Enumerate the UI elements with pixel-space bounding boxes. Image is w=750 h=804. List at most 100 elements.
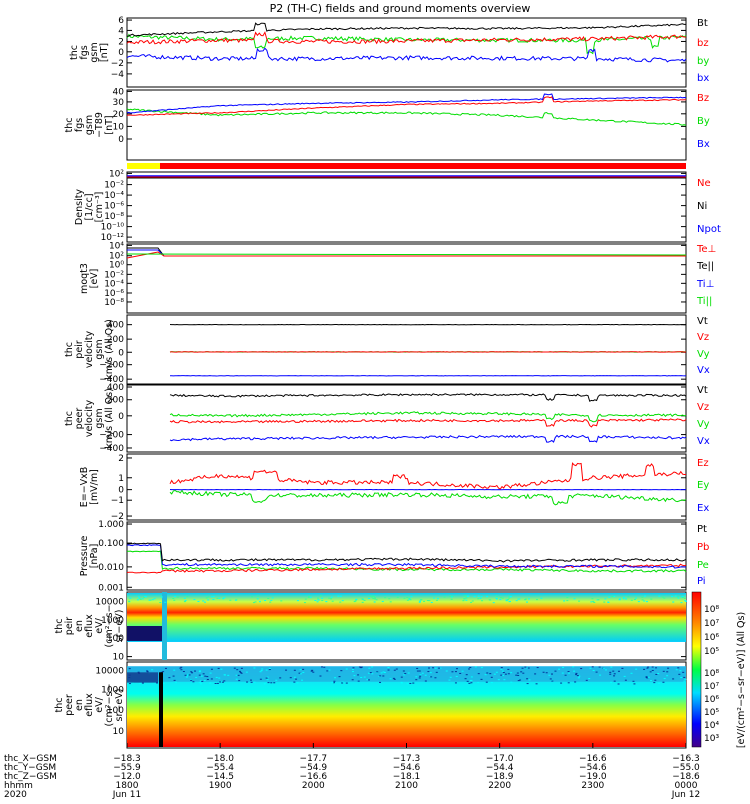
spectrogram-pixel bbox=[486, 596, 488, 597]
spectrogram-pixel bbox=[614, 673, 616, 674]
y-tick-label: 1.000 bbox=[98, 520, 124, 530]
spectrogram-pixel bbox=[524, 667, 526, 668]
legend-Npot: Npot bbox=[697, 224, 721, 235]
spectrogram-pixel bbox=[362, 602, 364, 603]
spectrogram-pixel bbox=[272, 597, 274, 598]
spectrogram-pixel bbox=[146, 670, 148, 671]
spectrogram-pixel bbox=[517, 675, 519, 676]
spectrogram-pixel bbox=[560, 683, 562, 684]
colorbar-gradient bbox=[692, 592, 701, 747]
spectrogram-pixel bbox=[368, 673, 370, 674]
spectrogram-pixel bbox=[175, 682, 177, 683]
spectrogram-pixel bbox=[207, 597, 209, 598]
spectrogram-pixel bbox=[353, 675, 355, 676]
spectrogram-pixel bbox=[222, 682, 224, 683]
spectrogram-pixel bbox=[519, 680, 521, 681]
spectrogram-pixel bbox=[340, 596, 342, 597]
legend-Vx: Vx bbox=[697, 436, 710, 447]
spectrogram-pixel bbox=[509, 601, 511, 602]
spectrogram-pixel bbox=[465, 600, 467, 601]
legend-Ex: Ex bbox=[697, 503, 709, 514]
spectrogram-pixel bbox=[128, 601, 130, 602]
spectrogram-pixel bbox=[308, 597, 310, 598]
spectrogram-pixel bbox=[191, 672, 193, 673]
spectrogram-pixel bbox=[499, 599, 501, 600]
spectrogram-pixel bbox=[618, 671, 620, 672]
colorbar: 10⁸10⁷10⁶10⁵10⁸10⁷10⁶10⁵10⁴10³[eV/(cm²−s… bbox=[692, 592, 747, 748]
spectrogram-pixel bbox=[646, 668, 648, 669]
spectrogram-pixel bbox=[597, 599, 599, 600]
spectrogram-pixel bbox=[520, 671, 522, 672]
spectrogram-pixel bbox=[164, 602, 166, 603]
spectrogram-pixel bbox=[317, 601, 319, 602]
spectrogram-pixel bbox=[486, 682, 488, 683]
spectrogram-pixel bbox=[254, 601, 256, 602]
spectrogram-pixel bbox=[193, 599, 195, 600]
spectrogram-pixel bbox=[470, 680, 472, 681]
spectrogram-pixel bbox=[227, 675, 229, 676]
spectrogram-pixel bbox=[435, 668, 437, 669]
y-tick-label: 10⁻⁴ bbox=[104, 191, 124, 201]
y-tick-label: −2 bbox=[111, 59, 124, 69]
spectrogram-pixel bbox=[596, 672, 598, 673]
spectrogram-pixel bbox=[603, 602, 605, 603]
legend-bx: bx bbox=[697, 73, 709, 84]
spectrogram-pixel bbox=[201, 676, 203, 677]
spectrogram-pixel bbox=[611, 596, 613, 597]
panel-frame bbox=[127, 315, 686, 384]
spectrogram-pixel bbox=[294, 677, 296, 678]
series-Ti-par bbox=[127, 254, 686, 255]
spectrogram-pixel bbox=[543, 672, 545, 673]
spectrogram-pixel bbox=[526, 678, 528, 679]
spectrogram-pixel bbox=[372, 596, 374, 597]
legend-Ni: Ni bbox=[697, 201, 707, 212]
y-tick-label: 0 bbox=[118, 412, 124, 422]
spectrogram-pixel bbox=[427, 671, 429, 672]
spectrogram-pixel bbox=[449, 596, 451, 597]
spectrogram-pixel bbox=[275, 680, 277, 681]
spectrogram-pixel bbox=[420, 599, 422, 600]
y-axis-label: [eV] bbox=[89, 269, 100, 289]
spectrogram-pixel bbox=[528, 598, 530, 599]
spectrogram-pixel bbox=[430, 672, 432, 673]
legend-Ez: Ez bbox=[697, 458, 709, 469]
spectrogram-pixel bbox=[491, 677, 493, 678]
y-tick-label: 0.001 bbox=[98, 583, 124, 593]
spectrogram-pixel bbox=[419, 671, 421, 672]
spectrogram-pixel bbox=[185, 675, 187, 676]
spectrogram-pixel bbox=[194, 671, 196, 672]
spectrogram-pixel bbox=[223, 680, 225, 681]
spectrogram-pixel bbox=[474, 596, 476, 597]
spectrogram-pixel bbox=[667, 668, 669, 669]
spectrogram-pixel bbox=[465, 598, 467, 599]
spectrogram-pixel bbox=[412, 683, 414, 684]
spectrogram-pixel bbox=[269, 602, 271, 603]
spectrogram-pixel bbox=[390, 601, 392, 602]
spectrogram-pixel bbox=[467, 596, 469, 597]
spectrogram-pixel bbox=[683, 677, 685, 678]
spectrogram-pixel bbox=[334, 677, 336, 678]
spectrogram-pixel bbox=[384, 597, 386, 598]
spectrogram-pixel bbox=[340, 670, 342, 671]
spectrogram-pixel bbox=[360, 677, 362, 678]
spectrogram-pixel bbox=[199, 671, 201, 672]
y-tick-label: 0 bbox=[118, 348, 124, 358]
spectrogram-pixel bbox=[477, 682, 479, 683]
spectrogram-pixel bbox=[180, 669, 182, 670]
spectrogram-pixel bbox=[666, 671, 668, 672]
spectrogram-pixel bbox=[403, 674, 405, 675]
spectrogram-pixel bbox=[312, 672, 314, 673]
spectrogram-pixel bbox=[330, 598, 332, 599]
spectrogram-pixel bbox=[290, 677, 292, 678]
x-row-value: 2200 bbox=[488, 781, 511, 791]
spectrogram-pixel bbox=[618, 683, 620, 684]
colorbar-tick: 10⁸ bbox=[704, 669, 719, 679]
spectrogram-pixel bbox=[451, 599, 453, 600]
spectrogram-pixel bbox=[173, 670, 175, 671]
spectrogram-pixel bbox=[352, 671, 354, 672]
spectrogram-pixel bbox=[646, 601, 648, 602]
spectrogram-pixel bbox=[319, 676, 321, 677]
legend-Vy: Vy bbox=[697, 419, 710, 430]
